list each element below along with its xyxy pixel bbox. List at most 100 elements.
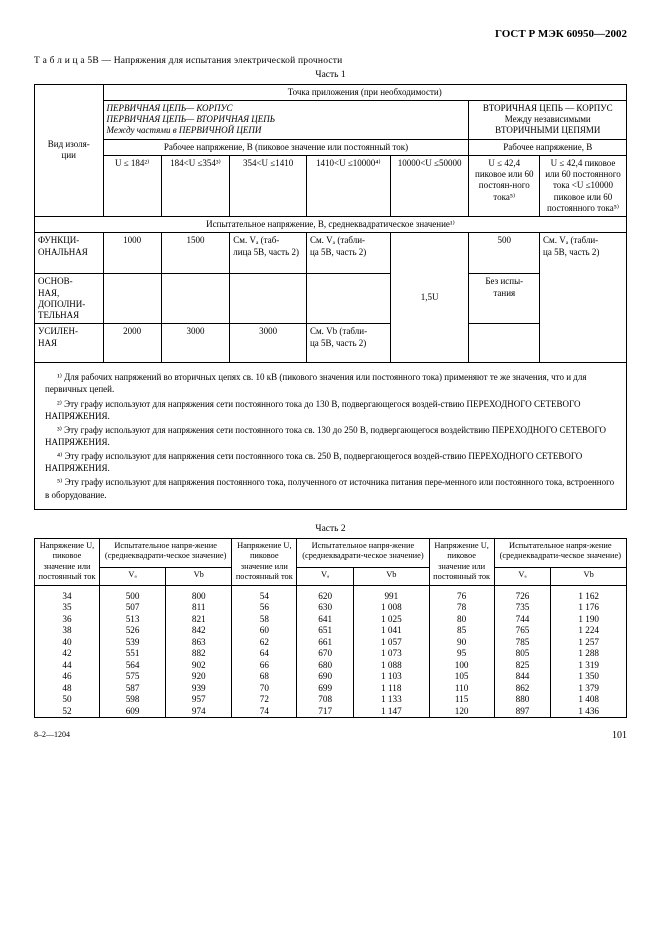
cell: 863 (166, 637, 232, 649)
cell: 1 379 (551, 683, 627, 695)
cell: 825 (494, 660, 551, 672)
cell: 842 (166, 625, 232, 637)
cell: 630 (297, 602, 354, 614)
cell: 680 (297, 660, 354, 672)
cell: 110 (429, 683, 494, 695)
cell: 708 (297, 694, 354, 706)
cell: 105 (429, 671, 494, 683)
cell: 68 (232, 671, 297, 683)
cell: См. Vₐ (таб- лица 5В, часть 2) (230, 233, 307, 274)
table-row: 42551882646701 073958051 288 (35, 648, 627, 660)
cell: 620 (297, 585, 354, 602)
cell: 897 (494, 706, 551, 718)
cell: 74 (232, 706, 297, 718)
cell: 717 (297, 706, 354, 718)
cell: 76 (429, 585, 494, 602)
footnote-1: ¹⁾ Для рабочих напряжений во вторичных ц… (45, 371, 616, 395)
col-vb2: Vb (354, 567, 430, 585)
cell: 1 133 (354, 694, 430, 706)
table-row: ПЕРВИЧНАЯ ЦЕПЬ— КОРПУС ПЕРВИЧНАЯ ЦЕПЬ— В… (35, 100, 627, 139)
cell: 80 (429, 614, 494, 626)
cell: 500 (100, 585, 166, 602)
cell: 670 (297, 648, 354, 660)
cell: 70 (232, 683, 297, 695)
cell: 641 (297, 614, 354, 626)
col-test3: Испытательное напря-жение (среднеквадрат… (494, 538, 626, 567)
cell: 1 088 (354, 660, 430, 672)
col-u50000: 10000<U ≤50000 (390, 155, 469, 216)
cell (306, 274, 390, 324)
cell: 52 (35, 706, 100, 718)
table-row: 35507811566301 008787351 176 (35, 602, 627, 614)
footnote-5: ⁵⁾ Эту графу используют для напряжения п… (45, 476, 616, 500)
cell: 726 (494, 585, 551, 602)
table-row: 50598957727081 1331158801 408 (35, 694, 627, 706)
cell: 1 176 (551, 602, 627, 614)
cell: 1 288 (551, 648, 627, 660)
col-vb3: Vb (551, 567, 627, 585)
cell: 661 (297, 637, 354, 649)
cell (469, 324, 540, 363)
cell: 3000 (230, 324, 307, 363)
col-u1410: 354<U ≤1410 (230, 155, 307, 216)
cell: 34 (35, 585, 100, 602)
cell: 805 (494, 648, 551, 660)
cell: 40 (35, 637, 100, 649)
cell: 48 (35, 683, 100, 695)
col-va3: Vₐ (494, 567, 551, 585)
col-test2: Испытательное напря-жение (среднеквадрат… (297, 538, 429, 567)
cell (230, 274, 307, 324)
table-row: Рабочее напряжение, В (пиковое значение … (35, 139, 627, 155)
cell: 651 (297, 625, 354, 637)
cell: 507 (100, 602, 166, 614)
row-reinforced: УСИЛЕН- НАЯ (35, 324, 104, 363)
cell: 46 (35, 671, 100, 683)
cell: 587 (100, 683, 166, 695)
work-voltage-secondary: Рабочее напряжение, В (469, 139, 627, 155)
cell: 974 (166, 706, 232, 718)
table-row: ¹⁾ Для рабочих напряжений во вторичных ц… (35, 363, 627, 509)
cell: 60 (232, 625, 297, 637)
table-row: ФУНКЦИ- ОНАЛЬНАЯ 1000 1500 См. Vₐ (таб- … (35, 233, 627, 274)
cell: 95 (429, 648, 494, 660)
col-vb1: Vb (166, 567, 232, 585)
cell: 500 (469, 233, 540, 274)
cell: 1 257 (551, 637, 627, 649)
table-row: 38526842606511 041857651 224 (35, 625, 627, 637)
cell: 2000 (103, 324, 161, 363)
isolation-type-header: Вид изоля- ции (35, 84, 104, 217)
cell: 1 147 (354, 706, 430, 718)
cell: 72 (232, 694, 297, 706)
cell: 1 008 (354, 602, 430, 614)
col-u42-a: U ≤ 42,4 пиковое или 60 постоян-ного ток… (469, 155, 540, 216)
table-row: 48587939706991 1181108621 379 (35, 683, 627, 695)
cell: 62 (232, 637, 297, 649)
cell: 1 436 (551, 706, 627, 718)
cell: 939 (166, 683, 232, 695)
cell: 800 (166, 585, 232, 602)
table-row: Вид изоля- ции Точка приложения (при нео… (35, 84, 627, 100)
cell: 44 (35, 660, 100, 672)
cell: 598 (100, 694, 166, 706)
row-functional: ФУНКЦИ- ОНАЛЬНАЯ (35, 233, 104, 274)
row-basic-additional: ОСНОВ- НАЯ, ДОПОЛНИ- ТЕЛЬНАЯ (35, 274, 104, 324)
cell: 100 (429, 660, 494, 672)
cell: 1 190 (551, 614, 627, 626)
cell: 564 (100, 660, 166, 672)
cell: 90 (429, 637, 494, 649)
table-row: 52609974747171 1471208971 436 (35, 706, 627, 718)
cell-no-test: Без испы- тания (469, 274, 540, 324)
footnote-2: ²⁾ Эту графу используют для напряжения с… (45, 398, 616, 422)
cell: 54 (232, 585, 297, 602)
table-5v-caption: Т а б л и ц а 5В — Напряжения для испыта… (34, 56, 627, 68)
cell: 115 (429, 694, 494, 706)
application-point-header: Точка приложения (при необходимости) (103, 84, 627, 100)
cell: 526 (100, 625, 166, 637)
cell: 50 (35, 694, 100, 706)
col-u42-b: U ≤ 42,4 пиковое или 60 постоянного тока… (540, 155, 627, 216)
cell: 844 (494, 671, 551, 683)
table-row: 3450080054620991767261 162 (35, 585, 627, 602)
cell: 1500 (161, 233, 230, 274)
cell: 1 224 (551, 625, 627, 637)
cell: См. Vₐ (табли- ца 5В, часть 2) (306, 233, 390, 274)
